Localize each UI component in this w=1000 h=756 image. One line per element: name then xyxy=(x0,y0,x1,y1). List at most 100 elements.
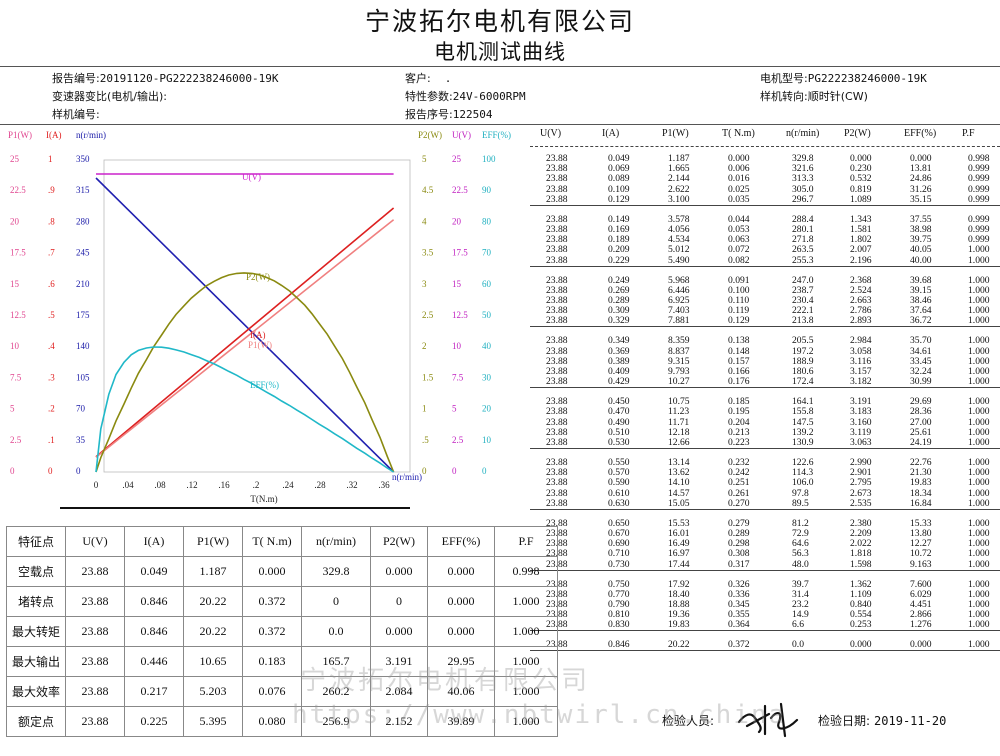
right-axis-tick: 20 xyxy=(452,216,462,226)
table-cell: 1.665 xyxy=(668,163,690,175)
document-title: 电机测试曲线 xyxy=(434,40,566,64)
table-cell: 28.36 xyxy=(910,406,932,418)
summary-cell: 0.446 xyxy=(124,646,184,677)
summary-cell: 0.372 xyxy=(242,616,302,647)
table-cell: 0.148 xyxy=(728,345,750,357)
table-cell: 0.309 xyxy=(608,305,630,317)
summary-cell: 0.000 xyxy=(370,556,428,587)
summary-cell: 23.88 xyxy=(65,706,125,737)
spec: 24V-6000RPM xyxy=(452,90,526,103)
test-data-col-header: T( N.m) xyxy=(722,128,755,139)
table-cell: 0.999 xyxy=(968,193,990,205)
table-cell: 25.61 xyxy=(910,426,932,438)
table-cell: 2.901 xyxy=(850,467,872,479)
right-axis-tick: 80 xyxy=(482,216,492,226)
table-cell: 0.000 xyxy=(910,153,932,164)
table-cell: 321.6 xyxy=(792,163,814,175)
table-cell: 11.23 xyxy=(668,406,690,418)
table-cell: 188.9 xyxy=(792,355,814,367)
table-cell: 27.00 xyxy=(910,416,932,428)
table-row: 23.88 0.470 11.23 0.195 155.8 3.183 28.36 1.000 xyxy=(530,406,1000,418)
table-cell: 2.786 xyxy=(850,305,872,317)
summary-cell: 0.000 xyxy=(427,556,495,587)
table-cell: 197.2 xyxy=(792,345,814,357)
summary-col-header: P2(W) xyxy=(370,526,428,557)
right-axis-tick: 0 xyxy=(422,466,427,476)
right-axis-tick: 22.5 xyxy=(452,185,468,195)
table-cell: 0.129 xyxy=(608,193,630,205)
table-cell: 1.276 xyxy=(910,619,932,631)
right-axis-tick: 90 xyxy=(482,185,492,195)
summary-cell: 0.0 xyxy=(301,616,371,647)
table-cell: 2.144 xyxy=(668,173,690,185)
table-cell: 2.663 xyxy=(850,295,872,306)
table-row: 23.88 0.650 15.53 0.279 81.2 2.380 15.33 1.000 xyxy=(530,518,1000,529)
curve-label: I(A) xyxy=(250,330,266,340)
table-cell: 16.01 xyxy=(668,528,690,539)
left-axis-tick: 70 xyxy=(76,404,86,414)
test-data-col-header: P.F xyxy=(962,128,975,139)
table-cell: 5.490 xyxy=(668,254,690,266)
table-cell: 3.191 xyxy=(850,396,872,408)
table-cell: 2.535 xyxy=(850,497,872,509)
table-cell: 0.840 xyxy=(850,599,872,610)
table-cell: 0.232 xyxy=(728,457,750,468)
table-cell: 38.46 xyxy=(910,295,932,306)
customer-label: 客户: xyxy=(405,72,431,85)
left-axis-tick: 140 xyxy=(76,341,90,351)
table-cell: 0.510 xyxy=(608,426,630,438)
table-cell: 0.730 xyxy=(608,558,630,570)
table-cell: 1.089 xyxy=(850,193,872,205)
summary-row-label: 空载点 xyxy=(6,556,66,587)
table-cell: 23.88 xyxy=(546,416,568,428)
summary-cell: 0.846 xyxy=(124,586,184,617)
table-cell: 122.6 xyxy=(792,457,814,468)
table-cell: 0.750 xyxy=(608,578,630,590)
table-cell: 4.451 xyxy=(910,599,932,610)
table-cell: 2.368 xyxy=(850,274,872,286)
table-cell: 0.072 xyxy=(728,244,750,256)
summary-cell: 20.22 xyxy=(183,586,243,617)
table-cell: 0.532 xyxy=(850,173,872,185)
table-cell: 30.99 xyxy=(910,376,932,388)
table-cell: 17.44 xyxy=(668,558,690,570)
table-cell: 0.389 xyxy=(608,355,630,367)
table-cell: 147.5 xyxy=(792,416,814,428)
summary-row: 最大效率 23.88 0.217 5.203 0.076 260.2 2.084 40.06 1… xyxy=(6,676,558,707)
table-cell: 0.298 xyxy=(728,538,750,550)
summary-cell: 2.152 xyxy=(370,706,428,737)
summary-col-header: T( N.m) xyxy=(242,526,302,557)
table-cell: 14.10 xyxy=(668,477,690,489)
table-cell: 0.810 xyxy=(608,609,630,621)
table-cell: 40.05 xyxy=(910,244,932,256)
table-cell: 1.000 xyxy=(968,335,990,347)
table-cell: 72.9 xyxy=(792,528,809,539)
table-cell: 1.000 xyxy=(968,548,990,560)
table-row: 23.88 0.750 17.92 0.326 39.7 1.362 7.600 1.000 xyxy=(530,578,1000,590)
motor-model-label: 电机型号: xyxy=(760,72,808,85)
table-row: 23.88 0.710 16.97 0.308 56.3 1.818 10.72 1.000 xyxy=(530,548,1000,560)
x-axis-tick: 0 xyxy=(94,480,99,490)
left-axis-tick: .3 xyxy=(48,372,55,382)
table-cell: 6.6 xyxy=(792,619,804,631)
table-cell: 329.8 xyxy=(792,153,814,164)
right-axis-tick: 25 xyxy=(452,154,462,164)
summary-cell: 23.88 xyxy=(65,676,125,707)
table-cell: 0.000 xyxy=(850,153,872,164)
table-cell: 23.88 xyxy=(546,457,568,468)
table-row: 23.88 0.369 8.837 0.148 197.2 3.058 34.61 1.000 xyxy=(530,345,1000,357)
table-cell: 0.091 xyxy=(728,274,750,286)
table-cell: 0.000 xyxy=(910,639,932,651)
gear-ratio-label: 变速器变比(电机/输出): xyxy=(52,90,167,103)
left-axis-tick: 0 xyxy=(10,466,15,476)
summary-cell: 23.88 xyxy=(65,616,125,647)
table-cell: 0.016 xyxy=(728,173,750,185)
summary-cell: 0 xyxy=(370,586,428,617)
right-axis-tick: 50 xyxy=(482,310,492,320)
table-cell: 155.8 xyxy=(792,406,814,418)
table-cell: 2.196 xyxy=(850,254,872,266)
table-cell: 1.000 xyxy=(968,274,990,286)
summary-cell: 1.000 xyxy=(494,616,558,647)
x-axis-tick: .32 xyxy=(346,480,357,490)
left-axis-tick: 350 xyxy=(76,154,90,164)
